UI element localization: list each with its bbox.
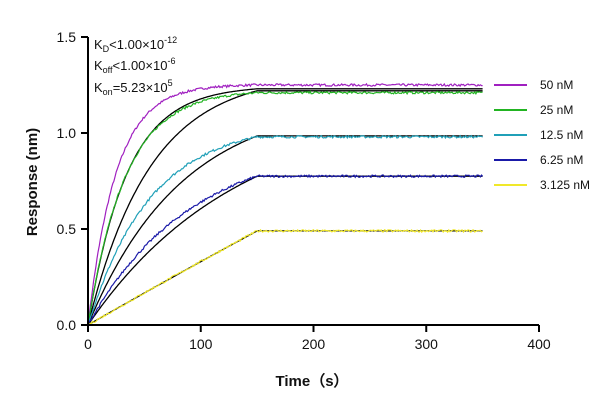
kd-annotation: KD<1.00×10-12 [94, 35, 177, 54]
y-tick-label: 1.5 [57, 29, 77, 45]
fit-curve-5 [87, 230, 483, 326]
series-line-5 [87, 228, 483, 326]
legend: 50 nM 25 nM 12.5 nM 6.25 nM 3.125 nM [494, 78, 590, 192]
axes [81, 36, 540, 332]
series-line-3 [87, 134, 483, 326]
legend-label: 6.25 nM [540, 153, 583, 167]
fit-curve-3 [87, 135, 483, 326]
series-line-1 [87, 82, 483, 326]
y-tick-label: 0.0 [57, 317, 77, 333]
kinetic-constants: KD<1.00×10-12 Koff<1.00×10-6 Kon=5.23×10… [94, 35, 177, 97]
fit-curve-1 [87, 88, 483, 326]
data-series [87, 82, 484, 326]
kon-annotation: Kon=5.23×105 [94, 78, 173, 97]
koff-annotation: Koff<1.00×10-6 [94, 56, 175, 75]
x-tick-label: 100 [189, 336, 213, 352]
legend-label: 50 nM [540, 78, 573, 92]
x-tick-label: 0 [84, 336, 92, 352]
y-axis-title: Response (nm) [24, 128, 41, 236]
fit-curve-2 [87, 90, 483, 326]
x-axis-title: Time（s） [275, 372, 348, 390]
x-tick-label: 400 [527, 336, 551, 352]
fit-curve-4 [87, 175, 483, 326]
y-tick-label: 0.5 [57, 221, 77, 237]
x-tick-label: 300 [415, 336, 439, 352]
legend-label: 25 nM [540, 103, 573, 117]
series-line-2 [87, 90, 483, 326]
x-tick-label: 200 [302, 336, 326, 352]
y-tick-label: 1.0 [57, 125, 77, 141]
legend-label: 12.5 nM [540, 128, 583, 142]
legend-label: 3.125 nM [540, 178, 590, 192]
series-line-4 [87, 173, 484, 326]
fit-curves [87, 88, 483, 326]
tick-labels: 0 100 200 300 400 0.0 0.5 1.0 1.5 [57, 29, 551, 352]
